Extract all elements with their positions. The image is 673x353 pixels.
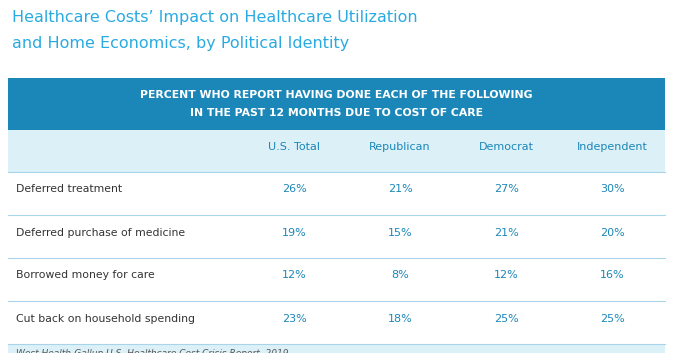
- FancyBboxPatch shape: [8, 130, 665, 172]
- Text: 16%: 16%: [600, 270, 625, 281]
- FancyBboxPatch shape: [8, 301, 665, 344]
- Text: 21%: 21%: [388, 185, 413, 195]
- Text: 15%: 15%: [388, 227, 413, 238]
- Text: 25%: 25%: [600, 313, 625, 323]
- Text: IN THE PAST 12 MONTHS DUE TO COST OF CARE: IN THE PAST 12 MONTHS DUE TO COST OF CAR…: [190, 108, 483, 118]
- FancyBboxPatch shape: [8, 172, 665, 215]
- Text: Deferred purchase of medicine: Deferred purchase of medicine: [16, 227, 185, 238]
- Text: 12%: 12%: [494, 270, 518, 281]
- Text: 27%: 27%: [494, 185, 518, 195]
- Text: 20%: 20%: [600, 227, 625, 238]
- FancyBboxPatch shape: [8, 258, 665, 301]
- Text: West Health-Gallup U.S. Healthcare Cost Crisis Report, 2019: West Health-Gallup U.S. Healthcare Cost …: [16, 349, 289, 353]
- Text: 18%: 18%: [388, 313, 413, 323]
- Text: U.S. Total: U.S. Total: [269, 142, 320, 152]
- Text: Borrowed money for care: Borrowed money for care: [16, 270, 155, 281]
- FancyBboxPatch shape: [8, 215, 665, 258]
- Text: and Home Economics, by Political Identity: and Home Economics, by Political Identit…: [12, 36, 349, 51]
- Text: 19%: 19%: [282, 227, 307, 238]
- FancyBboxPatch shape: [8, 344, 665, 353]
- Text: Deferred treatment: Deferred treatment: [16, 185, 122, 195]
- Text: Healthcare Costs’ Impact on Healthcare Utilization: Healthcare Costs’ Impact on Healthcare U…: [12, 10, 418, 25]
- Text: 30%: 30%: [600, 185, 625, 195]
- Text: Independent: Independent: [577, 142, 647, 152]
- FancyBboxPatch shape: [8, 78, 665, 130]
- Text: 25%: 25%: [494, 313, 518, 323]
- Text: 21%: 21%: [494, 227, 518, 238]
- Text: Democrat: Democrat: [479, 142, 534, 152]
- Text: Republican: Republican: [369, 142, 431, 152]
- Text: 26%: 26%: [282, 185, 307, 195]
- Text: 8%: 8%: [391, 270, 409, 281]
- Text: 12%: 12%: [282, 270, 307, 281]
- Text: Cut back on household spending: Cut back on household spending: [16, 313, 195, 323]
- Text: 23%: 23%: [282, 313, 307, 323]
- Text: PERCENT WHO REPORT HAVING DONE EACH OF THE FOLLOWING: PERCENT WHO REPORT HAVING DONE EACH OF T…: [140, 90, 533, 100]
